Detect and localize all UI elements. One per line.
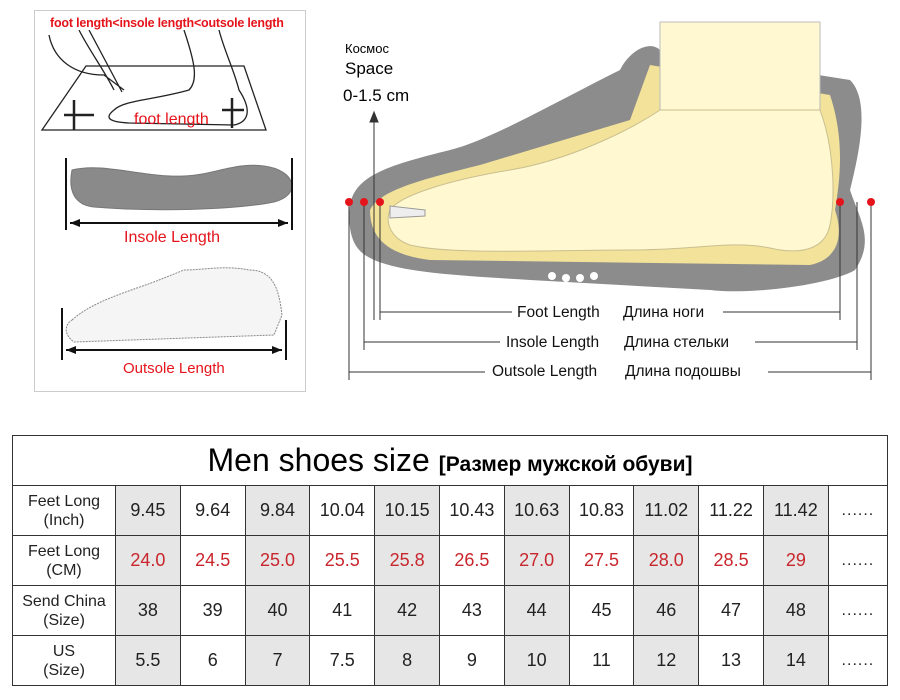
size-cell: 25.5 — [309, 535, 376, 586]
outsole-shoe-illustration — [61, 267, 287, 360]
size-cell: 5.5 — [115, 635, 181, 686]
size-cell: 7.5 — [309, 635, 376, 686]
size-cell: 10.15 — [374, 485, 440, 536]
size-cell: 46 — [633, 585, 700, 636]
row-label: Feet Long — [27, 492, 101, 510]
size-cell: 10.04 — [309, 485, 376, 536]
foot-length-ru: Длина ноги — [623, 304, 705, 321]
size-cell: 10 — [503, 635, 570, 686]
row-header: US (Size) — [12, 635, 116, 686]
size-cell: 7 — [244, 635, 311, 686]
more-sizes-cell: ...... — [827, 535, 889, 586]
size-cell: 10.43 — [438, 485, 505, 536]
insole-illustration — [65, 158, 293, 230]
shoe-cross-section-diagram — [345, 21, 875, 380]
length-comparison-text: foot length<insole length<outsole length — [50, 16, 284, 30]
size-cell: 24.5 — [179, 535, 246, 586]
table-row: Feet Long (CM) 24.0 24.5 25.0 25.5 25.8 26.5 27.… — [12, 535, 889, 586]
size-cell: 28.0 — [633, 535, 700, 586]
size-cell: 28.5 — [698, 535, 764, 586]
foot-tracing-illustration — [40, 30, 267, 131]
foot — [387, 109, 834, 252]
size-chart-table: Men shoes size [Размер мужской обуви] Fe… — [12, 435, 889, 686]
size-cell: 11.02 — [633, 485, 700, 536]
size-cell: 6 — [179, 635, 246, 686]
measurement-markers — [345, 198, 875, 206]
size-cell: 12 — [633, 635, 700, 686]
size-cell: 47 — [698, 585, 764, 636]
size-cell: 43 — [438, 585, 505, 636]
size-cell: 41 — [309, 585, 376, 636]
foot-length-label: foot length — [134, 111, 209, 128]
size-cell: 13 — [698, 635, 764, 686]
row-unit: (Inch) — [43, 511, 85, 529]
size-cell: 25.0 — [244, 535, 311, 586]
size-cell: 45 — [568, 585, 635, 636]
space-range: 0-1.5 cm — [343, 86, 410, 105]
row-label: US — [52, 642, 76, 660]
more-sizes-cell: ...... — [827, 585, 889, 636]
size-cell: 25.8 — [374, 535, 440, 586]
insole-length-label: Insole Length — [124, 229, 221, 246]
size-cell: 48 — [762, 585, 829, 636]
outsole-length-en: Outsole Length — [492, 363, 598, 380]
row-label: Feet Long — [27, 542, 101, 560]
size-cell: 40 — [244, 585, 311, 636]
size-cell: 10.83 — [568, 485, 635, 536]
row-header: Send China (Size) — [12, 585, 116, 636]
size-cell: 8 — [374, 635, 440, 686]
title-en: Men shoes size — [207, 442, 430, 478]
size-cell: 42 — [374, 585, 440, 636]
outsole-length-label: Outsole Length — [123, 360, 225, 377]
outsole-length-ru: Длина подошвы — [625, 363, 741, 380]
size-cell: 9 — [438, 635, 505, 686]
row-label: Send China — [22, 592, 106, 610]
size-cell: 29 — [762, 535, 829, 586]
size-cell: 38 — [115, 585, 181, 636]
measurement-illustrations — [40, 30, 293, 360]
size-cell: 27.5 — [568, 535, 635, 586]
more-sizes-cell: ...... — [827, 635, 889, 686]
table-row: Send China (Size) 38 39 40 41 42 43 44 45 46 47 48..… — [12, 585, 889, 636]
table-title: Men shoes size [Размер мужской обуви] — [12, 435, 888, 486]
insole-length-ru: Длина стельки — [624, 334, 730, 351]
size-cell: 11 — [568, 635, 635, 686]
row-unit: (Size) — [43, 611, 85, 629]
leg — [659, 21, 821, 113]
more-sizes-cell: ...... — [827, 485, 889, 536]
size-cell: 10.63 — [503, 485, 570, 536]
size-cell: 11.22 — [698, 485, 764, 536]
table-row: Feet Long (Inch) 9.45 9.64 9.84 10.04 10.15 10.… — [12, 485, 889, 536]
foot-length-en: Foot Length — [517, 304, 600, 321]
insole-length-en: Insole Length — [506, 334, 600, 351]
dimension-lines — [348, 110, 872, 380]
size-cell: 11.42 — [762, 485, 829, 536]
row-unit: (CM) — [46, 561, 82, 579]
row-header: Feet Long (CM) — [12, 535, 116, 586]
space-label-en: Space — [345, 59, 394, 78]
size-cell: 44 — [503, 585, 570, 636]
size-cell: 9.45 — [115, 485, 181, 536]
size-cell: 9.84 — [244, 485, 311, 536]
row-header: Feet Long (Inch) — [12, 485, 116, 536]
table-row: US (Size) 5.5 6 7 7.5 8 9 10 11 12 13 14...... — [12, 635, 889, 686]
size-cell: 24.0 — [115, 535, 181, 586]
title-ru: [Размер мужской обуви] — [438, 453, 693, 476]
size-cell: 9.64 — [179, 485, 246, 536]
row-unit: (Size) — [43, 661, 85, 679]
size-cell: 14 — [762, 635, 829, 686]
size-cell: 39 — [179, 585, 246, 636]
space-label-ru: Космос — [345, 41, 389, 56]
size-cell: 27.0 — [503, 535, 570, 586]
size-cell: 26.5 — [438, 535, 505, 586]
